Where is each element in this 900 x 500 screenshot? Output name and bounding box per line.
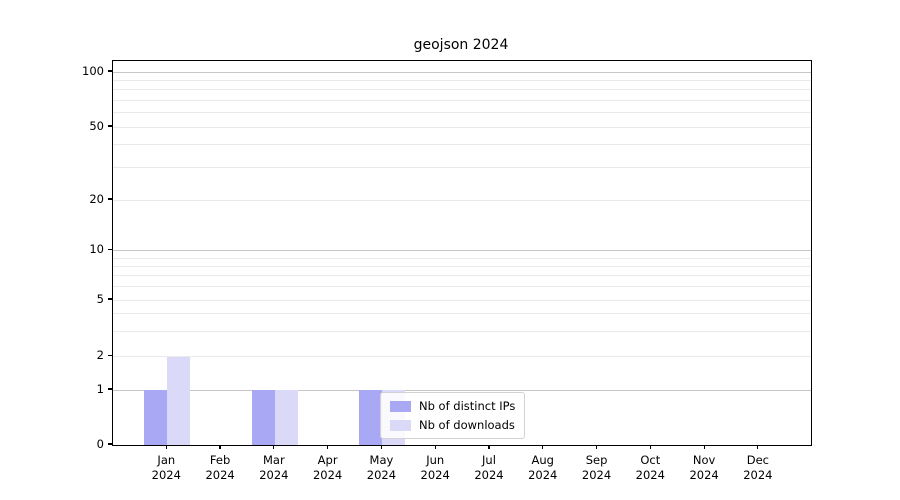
y-tick-label: 20 xyxy=(89,191,104,206)
minor-gridline xyxy=(113,89,811,91)
x-tick-mark xyxy=(273,445,275,449)
minor-gridline xyxy=(113,356,811,357)
y-tick-label: 0 xyxy=(96,436,104,451)
minor-gridline xyxy=(113,265,811,267)
legend-swatch xyxy=(390,419,411,431)
minor-gridline xyxy=(113,199,811,201)
x-tick-label: Nov 2024 xyxy=(689,453,719,482)
x-tick-label: Dec 2024 xyxy=(743,453,773,482)
bar-distinct-ips xyxy=(251,390,275,445)
bar-downloads xyxy=(274,390,298,445)
chart-title: geojson 2024 xyxy=(413,37,509,53)
y-tick-label: 1 xyxy=(96,381,104,396)
x-tick-label: Apr 2024 xyxy=(312,453,343,482)
x-tick-label: Feb 2024 xyxy=(205,453,235,482)
x-tick-mark xyxy=(757,445,759,449)
legend-label: Nb of downloads xyxy=(419,418,515,432)
x-tick-mark xyxy=(327,445,329,449)
minor-gridline xyxy=(113,126,811,128)
minor-gridline xyxy=(113,331,811,332)
legend-entry: Nb of distinct IPs xyxy=(390,399,515,413)
y-tick-label: 5 xyxy=(96,291,104,306)
x-tick-mark xyxy=(542,445,544,449)
legend-entry: Nb of downloads xyxy=(390,418,515,432)
minor-gridline xyxy=(113,275,811,277)
major-gridline xyxy=(113,250,811,251)
bar-downloads xyxy=(167,356,191,445)
y-tick-mark xyxy=(108,70,112,72)
y-tick-mark xyxy=(108,354,112,357)
x-tick-label: Oct 2024 xyxy=(635,453,665,482)
bar-distinct-ips xyxy=(144,390,168,445)
y-tick-mark xyxy=(108,198,112,200)
y-tick-mark xyxy=(108,125,112,127)
plot-area: Nb of distinct IPs Nb of downloads xyxy=(112,60,812,446)
y-tick-mark xyxy=(108,443,112,445)
x-tick-mark xyxy=(488,445,490,449)
x-tick-label: Jan 2024 xyxy=(151,453,181,482)
x-tick-label: Aug 2024 xyxy=(528,453,558,482)
y-tick-label: 50 xyxy=(89,118,104,133)
x-tick-mark xyxy=(703,445,705,449)
minor-gridline xyxy=(113,112,811,114)
minor-gridline xyxy=(113,167,811,169)
x-tick-mark xyxy=(595,445,598,449)
legend-label: Nb of distinct IPs xyxy=(419,399,516,413)
y-tick-label: 10 xyxy=(89,242,104,256)
y-tick-mark xyxy=(108,248,112,251)
x-tick-mark xyxy=(219,445,221,449)
minor-gridline xyxy=(113,99,811,101)
legend-swatch xyxy=(390,400,411,412)
x-tick-label: May 2024 xyxy=(366,453,397,482)
minor-gridline xyxy=(113,79,811,81)
minor-gridline xyxy=(113,286,811,288)
minor-gridline xyxy=(113,313,811,315)
x-tick-mark xyxy=(434,445,436,449)
y-tick-label: 2 xyxy=(96,348,104,362)
x-tick-mark xyxy=(380,445,382,449)
major-gridline xyxy=(113,389,811,391)
x-tick-label: Mar 2024 xyxy=(259,453,289,482)
bar-distinct-ips xyxy=(359,390,383,445)
y-tick-label: 100 xyxy=(82,63,104,78)
x-tick-label: Sep 2024 xyxy=(581,453,612,482)
x-tick-mark xyxy=(649,445,651,449)
minor-gridline xyxy=(113,299,811,301)
minor-gridline xyxy=(113,257,811,259)
y-tick-mark xyxy=(108,298,112,300)
x-tick-label: Jun 2024 xyxy=(420,453,450,482)
major-gridline xyxy=(113,71,811,73)
x-tick-mark xyxy=(165,445,167,449)
minor-gridline xyxy=(113,144,811,146)
legend: Nb of distinct IPs Nb of downloads xyxy=(380,392,526,439)
x-tick-label: Jul 2024 xyxy=(474,453,504,482)
y-tick-mark xyxy=(108,388,112,390)
